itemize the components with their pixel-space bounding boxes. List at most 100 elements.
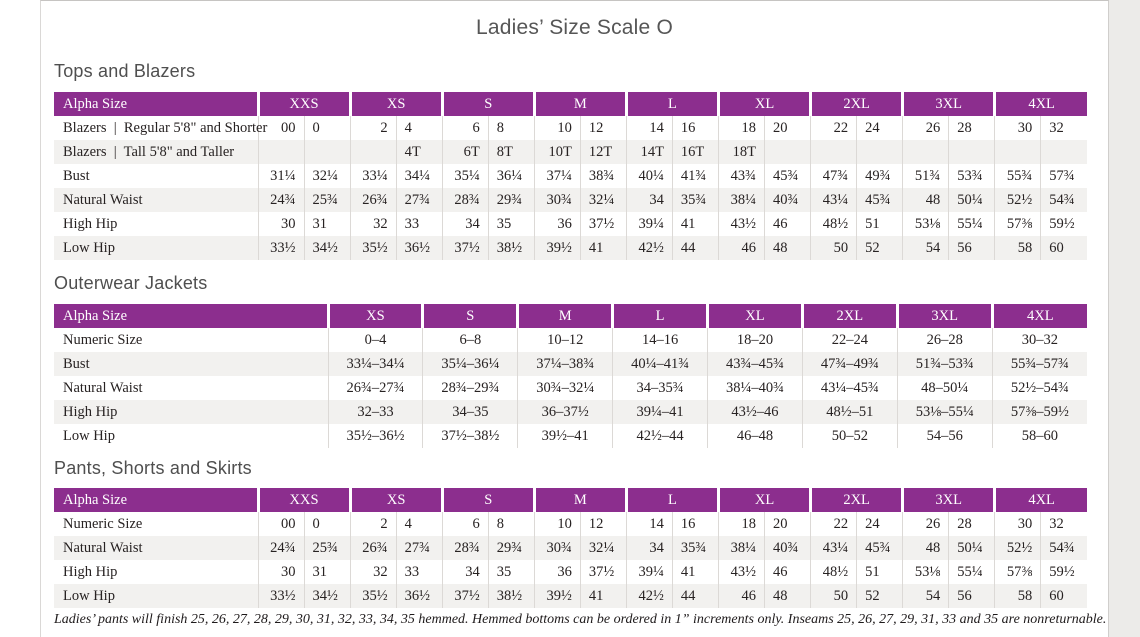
table-row: Low Hip 33½ 34½ 35½ 36½ 37½ 38½ 39½ 41 42½ 44 46 48 5… [54,236,1087,260]
size-cell: 43½ [717,212,765,236]
size-cell: 30¾ [533,536,581,560]
size-cell [810,140,857,164]
size-cell: 32¼ [303,164,351,188]
size-cell [1040,140,1087,164]
size-cell: 35¼–36¼ [422,352,518,376]
size-column-header: XL [716,488,811,512]
alpha-size-header: Alpha Size [54,92,258,116]
size-cell: 2 [349,116,397,140]
size-cell [948,140,995,164]
table-row: Bust 31¼ 32¼ 33¼ 34¼ 35¼ 36¼ 37¼ 38¾ 40¼ 41¾ 43¾ 45¾… [54,164,1087,188]
size-cell: 48 [902,536,949,560]
size-cell: 41¾ [671,164,719,188]
size-cell: 28 [948,116,995,140]
size-column-header: 4XL [993,92,1087,116]
size-cell: 60 [1040,236,1087,260]
size-cell: 44 [671,584,719,608]
size-column-header: XXS [256,92,351,116]
size-cell: 34 [441,212,489,236]
size-cell: 53¾ [948,164,995,188]
size-cell: 10 [533,512,581,536]
size-cell: 14 [625,116,673,140]
size-cell: 32 [1040,512,1087,536]
row-label: High Hip [54,400,328,424]
size-cell: 39½ [533,584,581,608]
size-cell: 33 [395,212,443,236]
size-cell: 58 [994,236,1041,260]
size-cell: 4 [395,116,443,140]
size-cell: 50 [810,236,857,260]
size-cell: 32¼ [579,536,627,560]
size-cell: 48½ [810,560,857,584]
size-cell: 39½ [533,236,581,260]
row-label: Bust [54,164,258,188]
size-cell: 35¾ [671,536,719,560]
size-cell: 48½–51 [801,400,898,424]
size-cell: 33½ [257,584,305,608]
size-cell: 10–12 [517,328,613,352]
size-cell: 10T [533,140,581,164]
size-cell: 28¾–29¾ [422,376,518,400]
size-cell: 30 [994,512,1041,536]
size-column-header: XXS [256,488,351,512]
size-cell: 0 [303,116,351,140]
size-cell: 22 [810,116,857,140]
window-gutter [1109,0,1140,637]
section-heading-tops-and-blazers: Tops and Blazers [54,61,196,81]
size-cell: 28¾ [441,536,489,560]
size-column-header: L [624,488,719,512]
section-tops-and-blazers: Tops and Blazers Alpha Size XXS XS S M L XL 2XL… [54,61,1087,260]
size-cell: 60 [1040,584,1087,608]
size-cell: 14–16 [612,328,708,352]
size-cell: 57⅜–59½ [991,400,1087,424]
size-column-header: S [440,488,535,512]
outerwear-jackets-table: Alpha Size XS S M L XL 2XL 3XL 4XL Numeric Size 0–… [54,304,1087,448]
size-cell: 57⅜ [994,212,1041,236]
size-cell: 6 [441,116,489,140]
size-cell: 10 [533,116,581,140]
size-cell: 52½–54¾ [991,376,1087,400]
size-cell: 41 [579,584,627,608]
size-cell: 46 [764,560,811,584]
size-cell: 43¾ [717,164,765,188]
size-cell: 22 [810,512,857,536]
size-cell: 39¼ [625,212,673,236]
row-label: Blazers | Tall 5'8" and Taller [54,140,258,164]
size-cell: 20 [764,116,811,140]
size-cell: 59½ [1040,212,1087,236]
section-heading-pants-shorts-and-skirts: Pants, Shorts and Skirts [54,458,252,478]
size-cell: 48 [764,584,811,608]
size-cell: 52 [856,584,903,608]
size-cell: 37½ [441,236,489,260]
size-cell: 8 [487,116,535,140]
size-cell: 41 [579,236,627,260]
size-cell: 33½ [257,236,305,260]
size-cell: 40¾ [764,188,811,212]
size-cell: 34–35 [422,400,518,424]
size-column-header: 2XL [809,92,903,116]
size-cell: 48–50¼ [896,376,993,400]
size-cell: 32 [1040,116,1087,140]
size-cell: 30 [257,212,305,236]
size-column-header: 4XL [993,488,1087,512]
size-column-header: 2XL [800,304,898,328]
row-label: Natural Waist [54,536,258,560]
size-cell: 30–32 [991,328,1087,352]
size-cell: 31 [303,560,351,584]
size-cell [257,140,305,164]
size-cell: 33¼ [349,164,397,188]
section-pants-shorts-and-skirts: Pants, Shorts and Skirts Alpha Size XXS XS… [54,458,1087,608]
size-cell: 18–20 [707,328,803,352]
size-cell: 51¾–53¾ [896,352,993,376]
size-column-header: 4XL [990,304,1087,328]
size-cell: 45¾ [764,164,811,188]
size-cell: 33 [395,560,443,584]
size-column-header: XL [716,92,811,116]
size-cell: 53⅛ [902,560,949,584]
size-cell: 16 [671,116,719,140]
size-cell: 36–37½ [517,400,613,424]
size-column-header: 3XL [901,488,995,512]
size-cell: 18 [717,512,765,536]
size-cell: 57⅜ [994,560,1041,584]
size-cell: 44 [671,236,719,260]
